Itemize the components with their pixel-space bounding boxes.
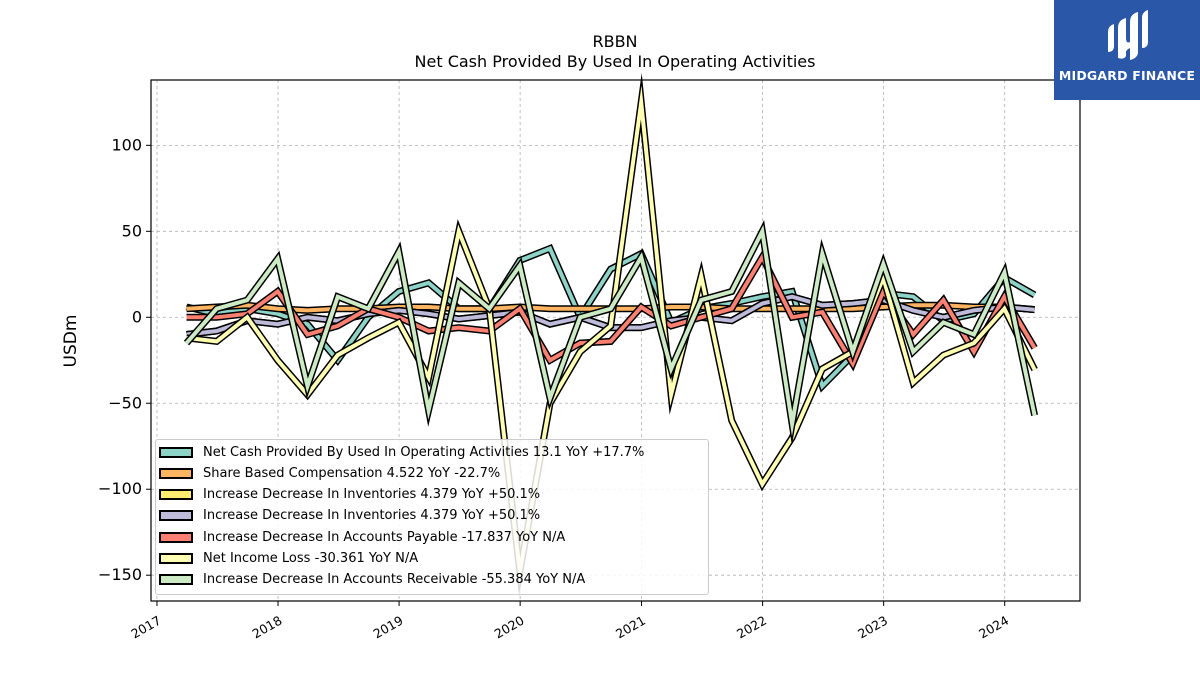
legend-label: Net Cash Provided By Used In Operating A… (203, 444, 645, 460)
y-tick-label: −50 (108, 393, 142, 412)
y-tick-label: −100 (98, 479, 142, 498)
legend-swatch (159, 467, 193, 479)
x-tick-label: 2022 (734, 613, 769, 642)
x-tick-label: 2024 (976, 613, 1011, 642)
chart-legend: Net Cash Provided By Used In Operating A… (155, 439, 709, 595)
legend-swatch (159, 489, 193, 501)
midgard-finance-logo: MIDGARD FINANCE (1054, 0, 1200, 100)
y-tick-label: −150 (98, 565, 142, 584)
x-tick-label: 2023 (855, 613, 890, 642)
x-tick-label: 2017 (128, 613, 163, 642)
x-tick-label: 2018 (249, 613, 284, 642)
y-axis-label: USDm (61, 315, 81, 368)
series-line (186, 85, 1037, 586)
legend-label: Increase Decrease In Accounts Payable -1… (203, 529, 566, 545)
legend-entry: Increase Decrease In Accounts Receivable… (159, 570, 585, 590)
legend-label: Share Based Compensation 4.522 YoY -22.7… (203, 465, 501, 481)
legend-swatch (159, 446, 193, 458)
x-tick-label: 2020 (492, 613, 527, 642)
legend-swatch (159, 574, 193, 586)
series-line (184, 224, 1037, 437)
legend-label: Increase Decrease In Inventories 4.379 Y… (203, 487, 541, 503)
chart-title: RBBN Net Cash Provided By Used In Operat… (0, 32, 1200, 72)
legend-entry: Increase Decrease In Inventories 4.379 Y… (159, 485, 540, 505)
legend-entry: Net Income Loss -30.361 YoY N/A (159, 549, 418, 569)
legend-entry: Share Based Compensation 4.522 YoY -22.7… (159, 463, 500, 483)
series-lines (183, 72, 1039, 596)
y-tick-label: 100 (111, 135, 142, 154)
y-tick-label: 50 (122, 221, 142, 240)
legend-entry: Net Cash Provided By Used In Operating A… (159, 442, 644, 462)
x-tick-label: 2019 (371, 613, 406, 642)
logo-text: MIDGARD FINANCE (1058, 68, 1196, 83)
legend-label: Increase Decrease In Inventories 4.379 Y… (203, 508, 541, 524)
legend-entry: Increase Decrease In Inventories 4.379 Y… (159, 506, 540, 526)
legend-label: Increase Decrease In Accounts Receivable… (203, 572, 586, 588)
y-tick-label: 0 (132, 307, 142, 326)
legend-swatch (159, 510, 193, 522)
x-tick-label: 2021 (613, 613, 648, 642)
chart-title-main: RBBN (592, 32, 638, 51)
plot-frame (150, 79, 1081, 602)
chart-subtitle: Net Cash Provided By Used In Operating A… (414, 52, 816, 71)
legend-label: Net Income Loss -30.361 YoY N/A (203, 551, 419, 566)
legend-entry: Increase Decrease In Accounts Payable -1… (159, 527, 565, 547)
legend-swatch (159, 531, 193, 543)
legend-swatch (159, 553, 193, 564)
midgard-logo-mark-icon (1108, 10, 1148, 60)
